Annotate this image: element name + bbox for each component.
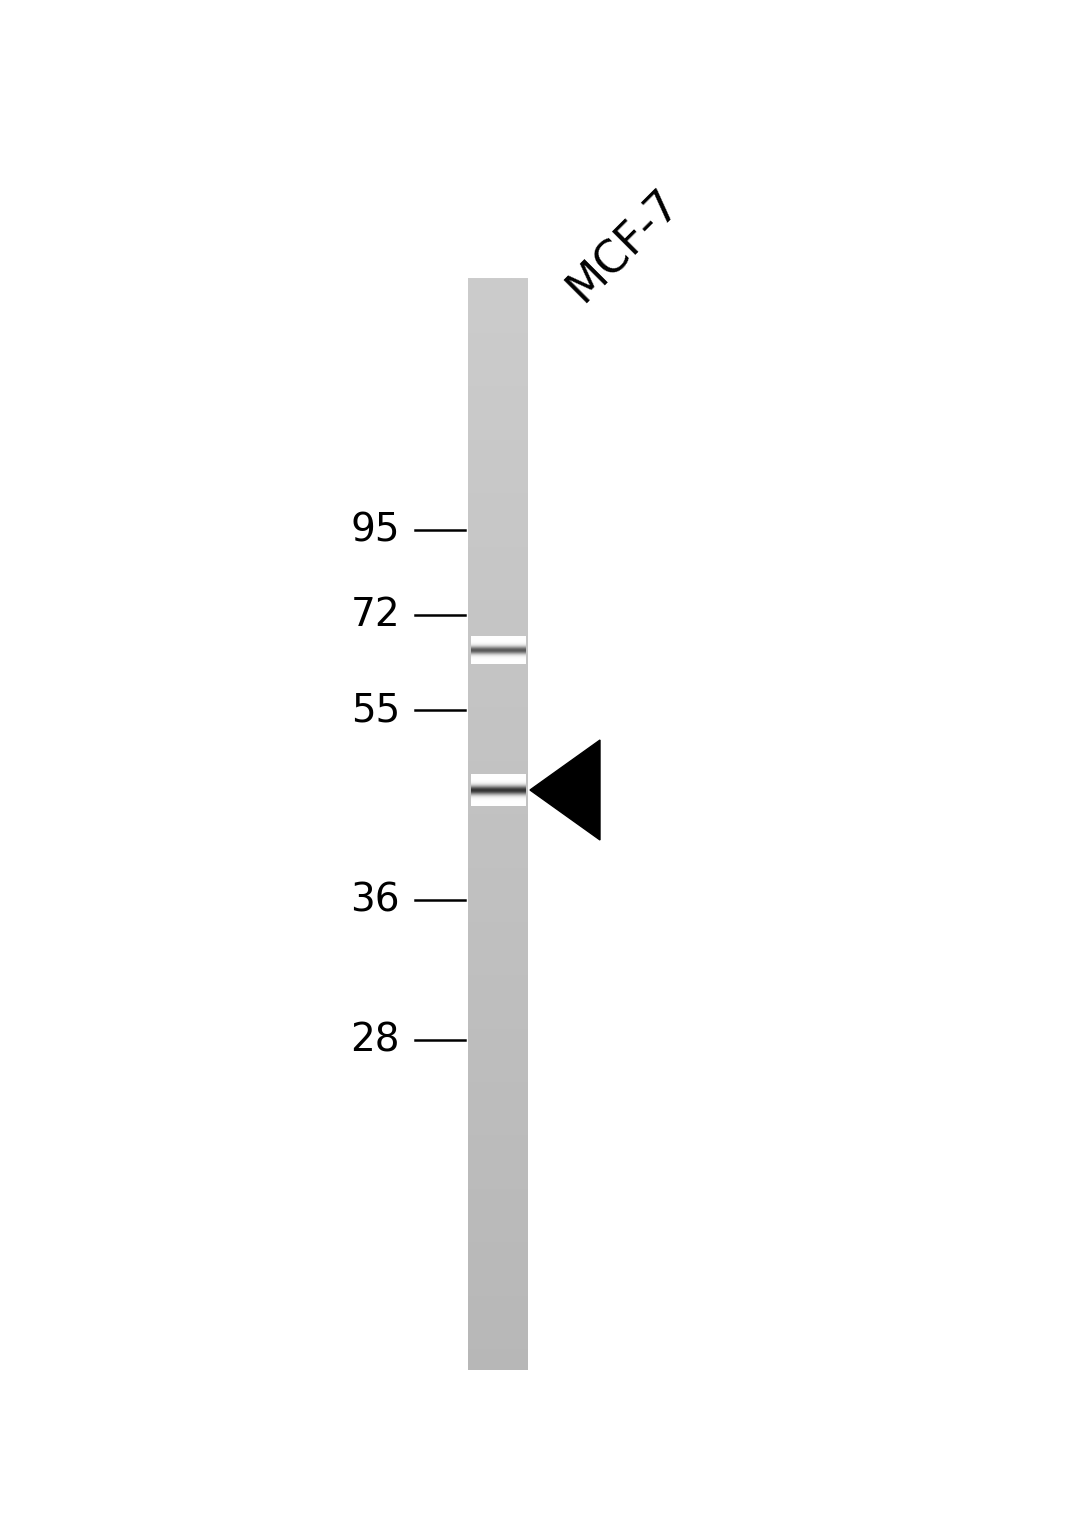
- Text: MCF-7: MCF-7: [559, 180, 689, 310]
- Text: 36: 36: [350, 881, 400, 919]
- Text: 28: 28: [351, 1021, 400, 1060]
- Polygon shape: [530, 740, 600, 839]
- Text: 55: 55: [351, 691, 400, 729]
- Text: 95: 95: [351, 511, 400, 549]
- Text: 72: 72: [350, 596, 400, 635]
